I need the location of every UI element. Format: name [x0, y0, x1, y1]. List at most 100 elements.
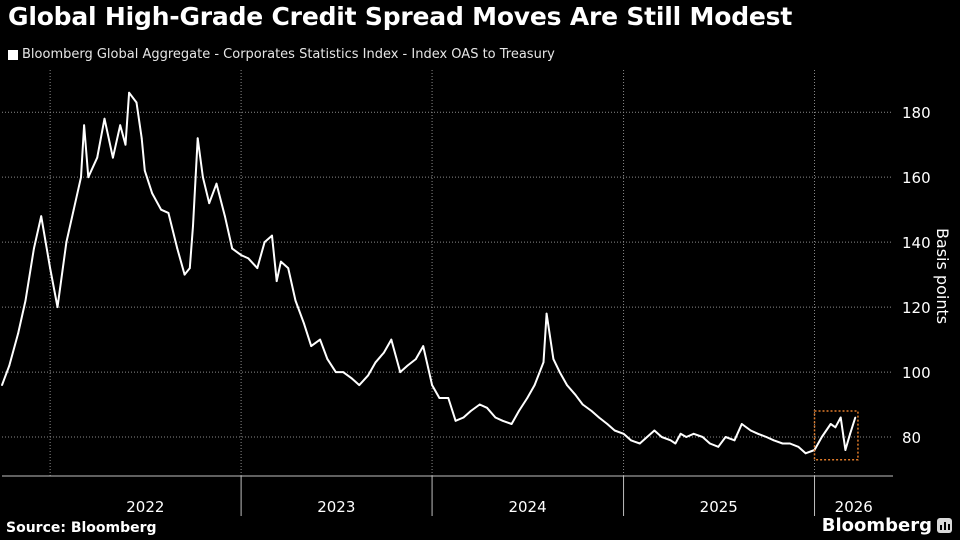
data-point	[781, 442, 784, 445]
data-point	[8, 364, 11, 367]
data-point	[558, 371, 561, 373]
data-point	[829, 423, 832, 425]
data-point	[849, 432, 851, 435]
data-point	[542, 361, 545, 364]
data-point	[83, 124, 85, 127]
data-point	[740, 423, 743, 425]
data-point	[709, 442, 711, 445]
data-point	[606, 423, 609, 425]
x-tick-label: 2024	[508, 498, 546, 516]
data-point	[581, 403, 584, 406]
legend-label: Bloomberg Global Aggregate - Corporates …	[22, 47, 555, 62]
data-point	[630, 439, 632, 442]
data-point	[263, 241, 266, 244]
data-point	[447, 397, 450, 399]
data-point	[834, 426, 837, 429]
highlight-box	[813, 410, 859, 461]
data-point	[65, 241, 68, 244]
data-point	[797, 445, 800, 448]
data-point	[224, 215, 226, 218]
data-point	[208, 202, 211, 205]
data-point	[839, 416, 842, 419]
data-point	[701, 436, 704, 438]
brand-name: Bloomberg	[821, 515, 932, 536]
y-tick-label: 160	[902, 169, 931, 187]
data-point	[351, 377, 353, 380]
data-point	[128, 91, 131, 94]
data-point	[494, 416, 497, 419]
data-point	[383, 351, 385, 354]
data-point	[303, 322, 305, 325]
data-point	[124, 143, 127, 146]
data-point	[72, 208, 75, 211]
data-point	[438, 397, 441, 399]
data-point	[638, 442, 641, 445]
data-point	[40, 215, 43, 218]
data-point	[367, 374, 370, 377]
y-tick-label: 120	[902, 299, 931, 317]
data-point	[192, 225, 194, 227]
data-point	[96, 156, 99, 159]
data-point	[414, 358, 417, 360]
x-tick-label: 2026	[835, 498, 873, 516]
data-point	[526, 397, 529, 399]
data-point	[486, 406, 488, 409]
data-point	[80, 176, 82, 179]
data-point	[24, 299, 27, 302]
data-point	[692, 432, 695, 435]
data-point	[247, 257, 250, 260]
data-point	[422, 345, 425, 347]
x-tick-label: 2022	[126, 498, 164, 516]
data-point	[749, 429, 752, 432]
data-point	[765, 436, 768, 438]
data-point	[143, 169, 146, 172]
data-point	[454, 419, 457, 422]
data-point	[167, 212, 170, 214]
data-point	[202, 176, 204, 179]
data-point	[552, 358, 555, 360]
data-point	[160, 208, 163, 211]
data-point	[183, 273, 186, 276]
data-point	[757, 432, 759, 435]
data-point	[326, 358, 329, 360]
data-point	[717, 445, 720, 448]
data-point	[49, 267, 51, 269]
data-point	[56, 306, 59, 308]
data-point	[196, 137, 199, 140]
data-point	[772, 439, 775, 442]
data-point	[334, 371, 337, 373]
data-point	[294, 299, 297, 302]
bloomberg-logo: Bloomberg	[822, 515, 952, 536]
data-point	[660, 436, 663, 438]
data-point	[685, 436, 688, 438]
data-point	[590, 410, 593, 412]
data-point	[1, 384, 3, 386]
data-point	[275, 280, 278, 282]
data-point	[33, 247, 35, 250]
data-point	[431, 384, 433, 386]
data-point	[545, 312, 548, 315]
data-point	[733, 439, 736, 442]
data-point	[103, 117, 106, 120]
data-point	[319, 338, 321, 341]
data-point	[598, 416, 600, 419]
data-point	[469, 410, 472, 412]
data-point	[613, 429, 616, 432]
plot-area	[1, 91, 859, 461]
data-point	[87, 176, 90, 179]
data-point	[533, 384, 536, 386]
data-point	[510, 423, 513, 425]
source-note: Source: Bloomberg	[6, 520, 157, 536]
data-point	[280, 260, 282, 263]
chart-title: Global High-Grade Credit Spread Moves Ar…	[8, 2, 793, 31]
data-point	[789, 442, 791, 445]
x-axis: 2022 2023 2024 2025 2026	[2, 475, 893, 516]
data-point	[462, 416, 465, 419]
data-point	[310, 345, 313, 347]
data-point	[256, 267, 259, 269]
y-axis-label: Basis points	[933, 228, 952, 324]
data-point	[231, 247, 234, 250]
legend: Bloomberg Global Aggregate - Corporates …	[8, 47, 555, 62]
data-point	[17, 332, 20, 334]
